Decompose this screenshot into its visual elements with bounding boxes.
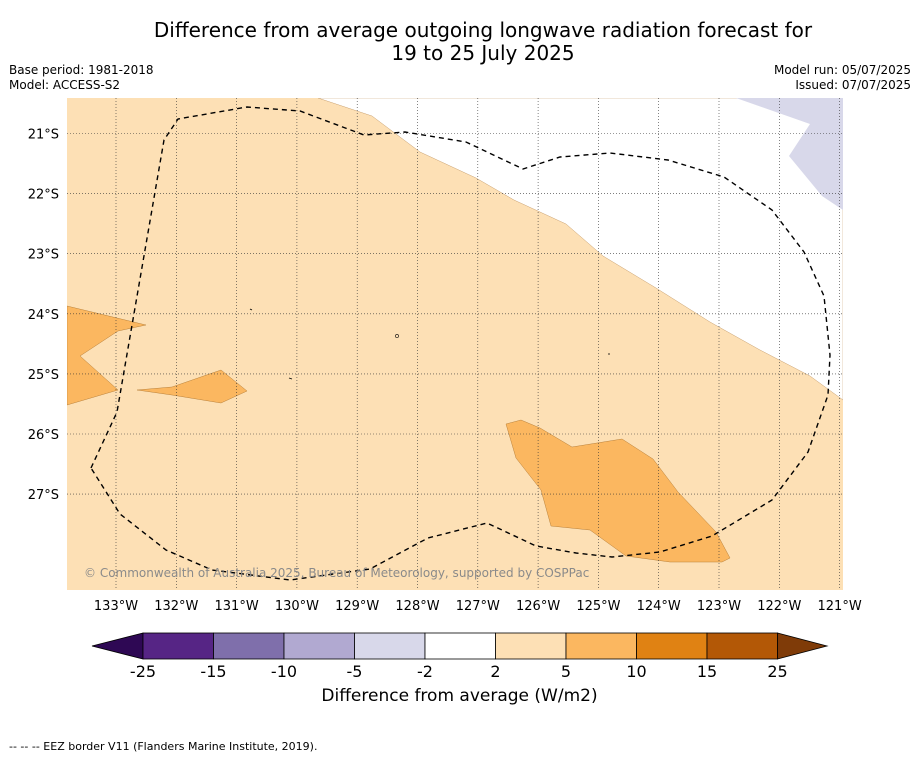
y-tick-label: 22°S [28,188,59,203]
title-line-2: 19 to 25 July 2025 [391,41,575,65]
x-tick-label: 121°W [818,599,862,614]
x-tick-label: 122°W [757,599,801,614]
issued-date: Issued: 07/07/2025 [795,78,911,92]
colorbar-tick-label: 25 [767,662,787,681]
colorbar-segment [565,632,637,660]
colorbar-segment [213,632,285,660]
contour-speck [249,308,253,311]
eez-border [90,106,831,581]
x-tick-label: 123°W [697,599,741,614]
colorbar-tick-label: -2 [417,662,433,681]
eez-footnote: -- -- -- EEZ border V11 (Flanders Marine… [9,740,318,753]
meta-right: Model run: 05/07/2025 Issued: 07/07/2025 [774,63,911,93]
x-tick-label: 129°W [335,599,379,614]
y-tick-label: 25°S [28,368,59,383]
x-axis-labels: 133°W 132°W 131°W 130°W 129°W 128°W 127°W 126°W… [94,599,862,614]
chart-title: Difference from average outgoing longwav… [0,19,919,65]
x-tick-label: 126°W [516,599,560,614]
map-plot-area [67,98,843,590]
anomaly-5-to-10-west [67,305,147,406]
model-run: Model run: 05/07/2025 [773,63,911,77]
contour-speck [288,377,293,380]
colorbar-tick-label: 15 [697,662,717,681]
base-period: Base period: 1981-2018 [9,63,154,77]
colorbar-segment [354,632,426,660]
y-axis-labels: 21°S 22°S 23°S 24°S 25°S 26°S 27°S [28,128,59,504]
colorbar-tick-label: 2 [490,662,500,681]
colorbar-segment [706,632,778,660]
y-tick-label: 27°S [28,488,59,503]
colorbar-title: Difference from average (W/m2) [321,686,598,706]
anomaly-negative-region [736,98,843,210]
colorbar-tick-label: -25 [130,662,156,681]
copyright-text: © Commonwealth of Australia 2025, Bureau… [84,566,589,580]
x-tick-label: 132°W [154,599,198,614]
x-tick-label: 127°W [456,599,500,614]
model-name: Model: ACCESS-S2 [9,78,121,92]
x-tick-label: 124°W [637,599,681,614]
y-tick-label: 26°S [28,428,59,443]
colorbar [91,632,829,660]
x-tick-label: 128°W [395,599,439,614]
colorbar-segment [636,632,708,660]
colorbar-tick-label: -5 [347,662,363,681]
x-tick-label: 131°W [215,599,259,614]
colorbar-segment [495,632,567,660]
meta-left: Base period: 1981-2018 Model: ACCESS-S2 [9,63,154,93]
y-tick-label: 21°S [28,128,59,143]
x-tick-label: 125°W [576,599,620,614]
colorbar-tick-label: -10 [271,662,297,681]
colorbar-tick-label: 10 [626,662,646,681]
colorbar-extend-low [91,632,144,660]
colorbar-tick-label: -15 [200,662,226,681]
colorbar-segment [424,632,496,660]
colorbar-tick-labels: -25 -15 -10 -5 -2 2 5 10 15 25 [130,662,788,681]
title-line-1: Difference from average outgoing longwav… [153,18,813,42]
colorbar-segment [142,632,214,660]
anomaly-5-to-10-central [136,369,248,404]
colorbar-extend-high [777,632,829,660]
y-tick-label: 24°S [28,308,59,323]
gridlines [67,98,843,590]
colorbar-segment [283,632,355,660]
contour-speck [395,334,399,338]
x-tick-label: 133°W [94,599,138,614]
anomaly-5-to-10-southeast [505,419,731,563]
y-tick-label: 23°S [28,248,59,263]
colorbar-tick-label: 5 [561,662,571,681]
x-tick-label: 130°W [275,599,319,614]
